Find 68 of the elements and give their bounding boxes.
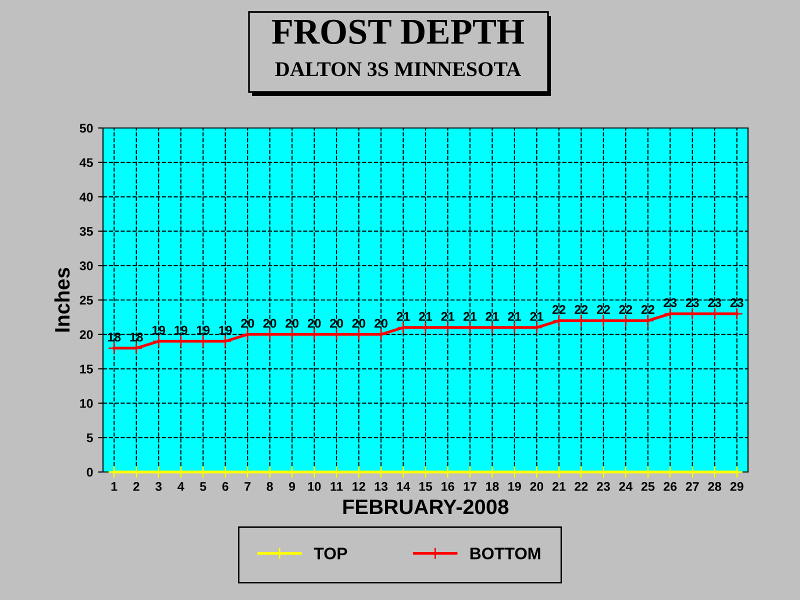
x-axis-title: FEBRUARY-2008	[343, 499, 508, 514]
data-label: 21	[508, 312, 522, 321]
y-tick-label: 5	[86, 434, 93, 442]
data-label: 21	[463, 312, 477, 321]
data-label: 22	[641, 305, 654, 314]
x-tick-label: 26	[664, 482, 677, 491]
x-tick-label: 27	[686, 482, 699, 491]
x-tick-label: 15	[419, 482, 432, 491]
x-tick-label: 12	[352, 482, 366, 491]
x-tick-label: 8	[266, 482, 273, 491]
x-tick-label: 18	[486, 482, 499, 491]
x-tick-label: 1	[111, 482, 118, 491]
data-label: 20	[374, 318, 388, 328]
y-tick-label: 50	[80, 124, 93, 133]
y-tick-label: 35	[80, 227, 93, 236]
y-tick-label: 0	[86, 468, 93, 477]
y-tick-label: 10	[80, 399, 93, 408]
x-tick-label: 17	[464, 482, 476, 491]
x-tick-label: 13	[374, 482, 388, 491]
data-label: 22	[596, 305, 610, 314]
data-label: 20	[352, 318, 366, 328]
data-label: 20	[308, 318, 321, 328]
x-tick-label: 4	[178, 482, 184, 491]
x-tick-label: 14	[397, 482, 410, 491]
data-label: 21	[441, 312, 454, 321]
data-label: 20	[286, 318, 298, 328]
y-tick-label: 45	[80, 158, 93, 168]
x-tick-label: 20	[530, 482, 544, 491]
x-tick-label: 2	[133, 482, 140, 491]
data-label: 20	[241, 318, 254, 328]
data-label: 20	[330, 318, 343, 328]
data-label: 22	[552, 305, 566, 314]
x-tick-label: 29	[730, 482, 744, 491]
x-tick-label: 25	[641, 482, 655, 491]
x-tick-label: 28	[708, 482, 722, 491]
y-tick-label: 20	[80, 330, 93, 340]
x-tick-label: 11	[330, 482, 343, 491]
x-tick-label: 5	[200, 482, 206, 491]
data-label: 19	[196, 326, 210, 335]
data-label: 19	[152, 326, 166, 335]
x-tick-label: 7	[244, 482, 250, 491]
data-label: 21	[396, 312, 410, 321]
x-tick-label: 21	[552, 482, 566, 491]
legend-label: BOTTOM	[470, 548, 540, 560]
y-tick-label: 30	[80, 261, 93, 270]
legend-label: TOP	[314, 548, 348, 560]
x-tick-label: 9	[289, 482, 296, 491]
data-label: 22	[574, 305, 588, 314]
y-tick-label: 40	[80, 192, 93, 202]
x-tick-label: 3	[155, 482, 162, 491]
x-tick-label: 23	[596, 482, 610, 491]
x-tick-label: 16	[442, 482, 454, 491]
data-label: 21	[530, 312, 544, 321]
x-tick-label: 19	[508, 482, 521, 491]
y-tick-label: 25	[80, 296, 93, 305]
data-label: 20	[263, 318, 276, 328]
data-label: 21	[486, 312, 499, 321]
chart-subtitle: DALTON 3S MINNESOTA	[275, 62, 521, 76]
data-label: 21	[418, 312, 432, 321]
data-label: 22	[619, 305, 632, 314]
x-tick-label: 10	[308, 482, 321, 491]
x-tick-label: 22	[574, 482, 588, 491]
y-axis-title: Inches	[54, 268, 70, 332]
data-label: 19	[174, 326, 188, 335]
y-tick-label: 15	[80, 364, 93, 374]
x-tick-label: 6	[222, 482, 228, 491]
chart-title: FROST DEPTH	[272, 20, 524, 44]
x-tick-label: 24	[619, 482, 633, 491]
